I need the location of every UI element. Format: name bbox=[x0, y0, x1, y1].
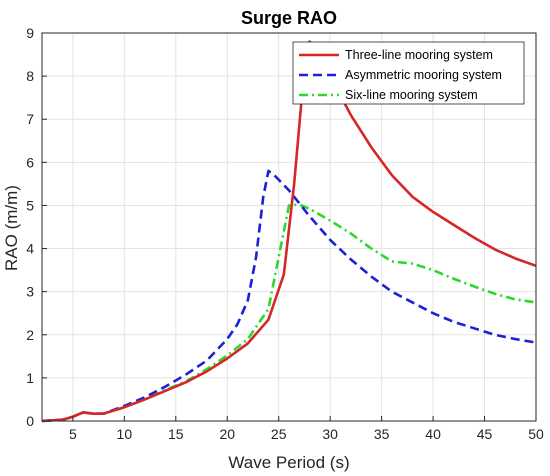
x-tick-label: 25 bbox=[271, 426, 287, 442]
legend-box bbox=[292, 41, 525, 105]
y-tick-label: 8 bbox=[26, 68, 34, 84]
x-axis-label: Wave Period (s) bbox=[228, 453, 349, 472]
legend: Three-line mooring system Asymmetric moo… bbox=[292, 41, 525, 105]
x-tick-label: 35 bbox=[374, 426, 390, 442]
y-tick-label: 5 bbox=[26, 197, 34, 213]
y-tick-label: 0 bbox=[26, 413, 34, 429]
chart-title: Surge RAO bbox=[241, 8, 337, 28]
x-tick-label: 50 bbox=[528, 426, 544, 442]
y-tick-label: 6 bbox=[26, 154, 34, 170]
y-axis-label: RAO (m/m) bbox=[2, 185, 21, 271]
x-tick-label: 20 bbox=[219, 426, 235, 442]
x-tick-label: 10 bbox=[117, 426, 133, 442]
x-tick-label: 5 bbox=[69, 426, 77, 442]
x-tick-label: 45 bbox=[477, 426, 493, 442]
y-tick-label: 1 bbox=[26, 370, 34, 386]
plot-frame bbox=[41, 32, 537, 422]
x-tick-label: 15 bbox=[168, 426, 184, 442]
y-tick-label: 4 bbox=[26, 241, 34, 257]
x-tick-label: 30 bbox=[322, 426, 338, 442]
y-tick-label: 2 bbox=[26, 327, 34, 343]
y-tick-label: 3 bbox=[26, 284, 34, 300]
legend-label-asymmetric: Asymmetric mooring system bbox=[345, 68, 502, 82]
y-tick-label: 7 bbox=[26, 111, 34, 127]
legend-label-six-line: Six-line mooring system bbox=[345, 88, 478, 102]
y-tick-label: 9 bbox=[26, 25, 34, 41]
plot-lines bbox=[41, 40, 537, 423]
legend-label-three-line: Three-line mooring system bbox=[345, 48, 493, 62]
series-line-0 bbox=[41, 40, 537, 423]
x-tick-label: 40 bbox=[425, 426, 441, 442]
